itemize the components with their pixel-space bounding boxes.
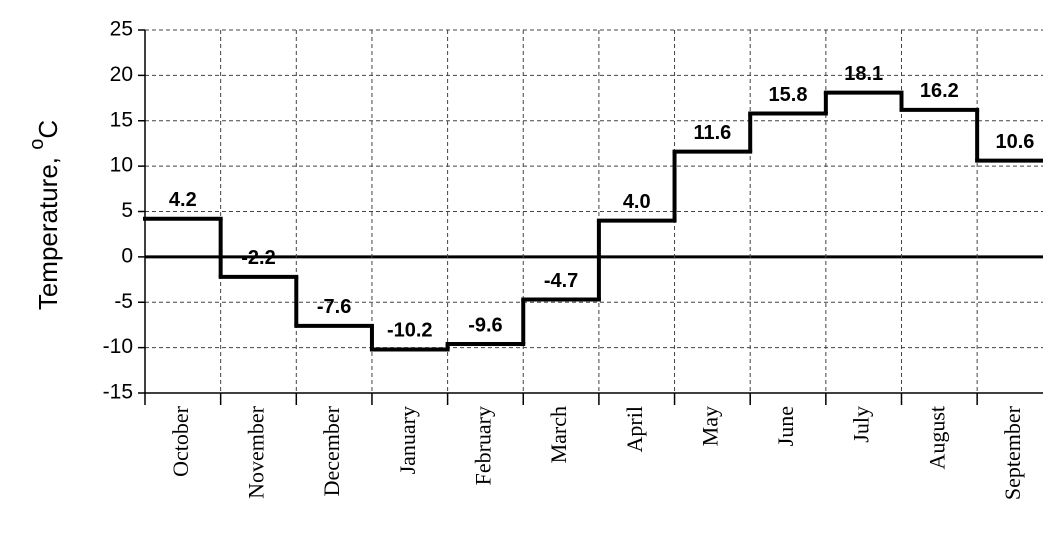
x-tick-label: July <box>849 406 874 443</box>
y-axis-label-unit: C <box>33 120 63 139</box>
y-tick-label: 20 <box>110 63 133 86</box>
value-label: 15.8 <box>769 84 808 106</box>
x-tick-label: January <box>395 406 420 474</box>
value-label: 18.1 <box>844 63 883 85</box>
y-tick-label: 25 <box>110 18 133 41</box>
y-tick-label: -5 <box>114 290 133 313</box>
value-label: 4.0 <box>623 191 651 213</box>
value-label: -10.2 <box>387 320 433 342</box>
x-tick-label: December <box>319 405 344 496</box>
y-axis-label-text: Temperature, <box>33 150 63 310</box>
y-tick-label: -10 <box>103 335 133 358</box>
value-label: -2.2 <box>241 247 275 269</box>
x-tick-label: October <box>168 405 193 477</box>
y-tick-label: -15 <box>103 381 133 404</box>
value-label: 11.6 <box>693 122 731 144</box>
y-tick-label: 10 <box>110 154 133 177</box>
x-tick-label: March <box>546 406 571 463</box>
value-label: 16.2 <box>920 80 959 102</box>
y-tick-label: 15 <box>110 108 133 131</box>
x-tick-label: May <box>697 406 722 446</box>
value-label: 4.2 <box>169 189 197 211</box>
y-tick-label: 5 <box>121 199 133 222</box>
x-tick-label: September <box>1000 405 1025 500</box>
y-axis-label-sup: o <box>26 139 48 150</box>
x-tick-label: November <box>244 405 269 499</box>
x-tick-label: April <box>622 406 647 452</box>
x-tick-label: June <box>773 406 798 446</box>
x-tick-label: February <box>470 406 495 485</box>
value-label: 10.6 <box>996 131 1035 153</box>
value-label: -7.6 <box>317 296 351 318</box>
value-label: -9.6 <box>468 314 502 336</box>
y-tick-label: 0 <box>121 244 133 267</box>
value-label: -4.7 <box>544 270 578 292</box>
x-tick-label: August <box>924 406 949 470</box>
y-axis-label: Temperature, oC <box>26 120 63 310</box>
